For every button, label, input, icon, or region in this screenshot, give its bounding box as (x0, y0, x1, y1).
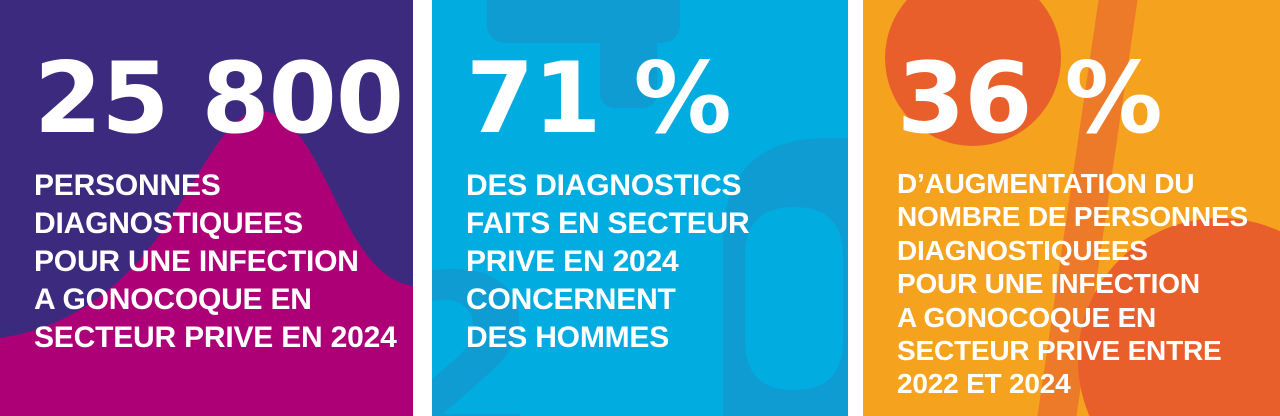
stat-description: D’AUGMENTATION DU NOMBRE DE PERSONNES DI… (897, 167, 1248, 401)
stat-description-line: DIAGNOSTIQUEES (34, 207, 303, 240)
stat-description: DES DIAGNOSTICS FAITS EN SECTEUR PRIVE E… (466, 167, 750, 357)
stat-description-line: NOMBRE DE PERSONNES (897, 201, 1248, 233)
stat-description-line: DES HOMMES (466, 321, 670, 354)
stat-description-line: DIAGNOSTIQUEES (897, 234, 1148, 266)
stat-description-line: PERSONNES (34, 169, 221, 202)
stat-panel-diagnoses-2024: 25 800 PERSONNES DIAGNOSTIQUEES POUR UNE… (0, 0, 413, 416)
stat-description-line: SECTEUR PRIVE EN 2024 (34, 321, 397, 354)
stat-description-line: PRIVE EN 2024 (466, 245, 679, 278)
stat-description-line: DES DIAGNOSTICS (466, 169, 742, 202)
stat-description: PERSONNES DIAGNOSTIQUEES POUR UNE INFECT… (34, 167, 397, 357)
stat-description-line: D’AUGMENTATION DU (897, 168, 1195, 199)
stat-description-line: FAITS EN SECTEUR (466, 207, 750, 240)
stat-number: 71 % (466, 42, 732, 156)
stat-description-line: A GONOCOQUE EN (34, 283, 312, 316)
magenta-wave-shape (0, 110, 413, 416)
stat-description-line: 2022 ET 2024 (897, 368, 1071, 400)
stat-number: 36 % (897, 42, 1163, 156)
stat-description-line: CONCERNENT (466, 283, 676, 316)
stat-description-line: POUR UNE INFECTION (897, 268, 1200, 300)
stat-number: 25 800 (34, 42, 404, 156)
svg-text:2: 2 (432, 224, 541, 416)
stat-description-line: A GONOCOQUE EN (897, 301, 1157, 333)
stat-description-line: POUR UNE INFECTION (34, 245, 359, 278)
ghost-digits-watermark: 2 (432, 0, 848, 416)
stat-description-line: SECTEUR PRIVE ENTRE (897, 335, 1222, 367)
giant-percent-watermark (885, 0, 1280, 416)
stat-panel-male-share: 2 71 % DES DIAGNOSTICS FAITS EN SECTEUR … (432, 0, 848, 416)
stat-panel-increase-2022-2024: 36 % D’AUGMENTATION DU NOMBRE DE PERSONN… (863, 0, 1280, 416)
